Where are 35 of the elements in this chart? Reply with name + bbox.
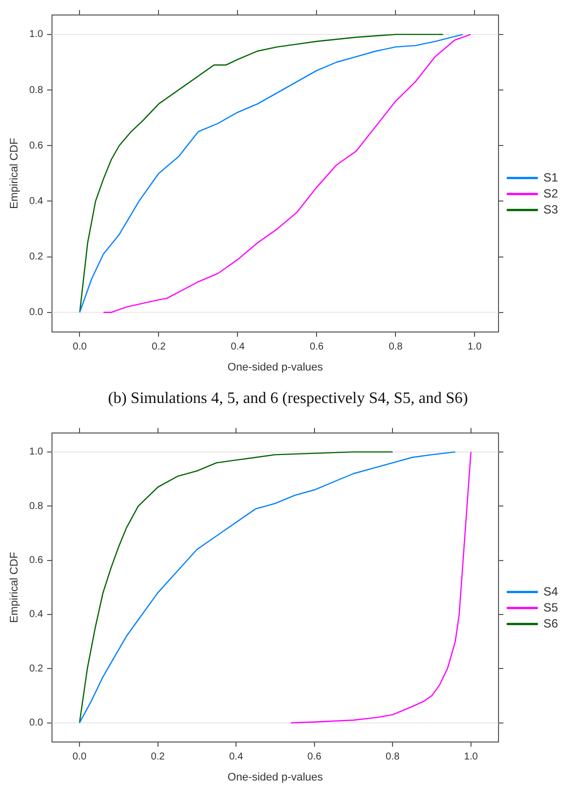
y-tick-label: 0.6 (29, 140, 44, 152)
y-tick-label: 0.2 (29, 663, 44, 674)
x-tick-label: 0.4 (230, 342, 246, 353)
x-tick-label: 0.2 (152, 342, 166, 353)
legend-label: S5 (543, 600, 558, 614)
x-tick-label: 0.6 (307, 752, 322, 763)
x-tick-label: 1.0 (464, 752, 478, 763)
y-tick-label: 0.4 (29, 609, 44, 620)
x-tick-label: 1.0 (468, 342, 482, 353)
y-tick-label: 1.0 (29, 29, 44, 40)
y-tick-label: 0.4 (29, 196, 44, 207)
x-tick-label: 0.2 (150, 752, 166, 763)
x-tick-label: 0.8 (388, 342, 404, 353)
x-axis-title: One-sided p-values (228, 361, 324, 374)
y-axis-title: Empirical CDF (8, 552, 21, 623)
y-tick-label: 0.8 (29, 84, 44, 96)
y-tick-label: 0.0 (29, 307, 44, 318)
y-axis-title: Empirical CDF (8, 138, 21, 209)
legend-label: S6 (543, 616, 558, 630)
y-tick-label: 0.6 (29, 555, 44, 566)
y-tick-label: 0.8 (29, 500, 44, 512)
x-tick-label: 0.0 (72, 752, 87, 763)
legend-label: S3 (543, 202, 558, 216)
y-tick-label: 1.0 (29, 446, 44, 458)
legend-label: S1 (543, 170, 558, 184)
y-tick-label: 0.2 (29, 252, 44, 263)
x-tick-label: 0.4 (229, 752, 244, 763)
legend-label: S4 (543, 584, 558, 598)
x-tick-label: 0.0 (72, 342, 88, 353)
x-axis-title: One-sided p-values (228, 771, 324, 784)
chart-title: (b) Simulations 4, 5, and 6 (respectively S4, S5, and S6) (107, 389, 469, 409)
y-tick-label: 0.0 (29, 718, 44, 729)
legend-label: S2 (543, 186, 558, 200)
x-tick-label: 0.6 (310, 342, 324, 353)
x-tick-label: 0.8 (386, 752, 400, 763)
